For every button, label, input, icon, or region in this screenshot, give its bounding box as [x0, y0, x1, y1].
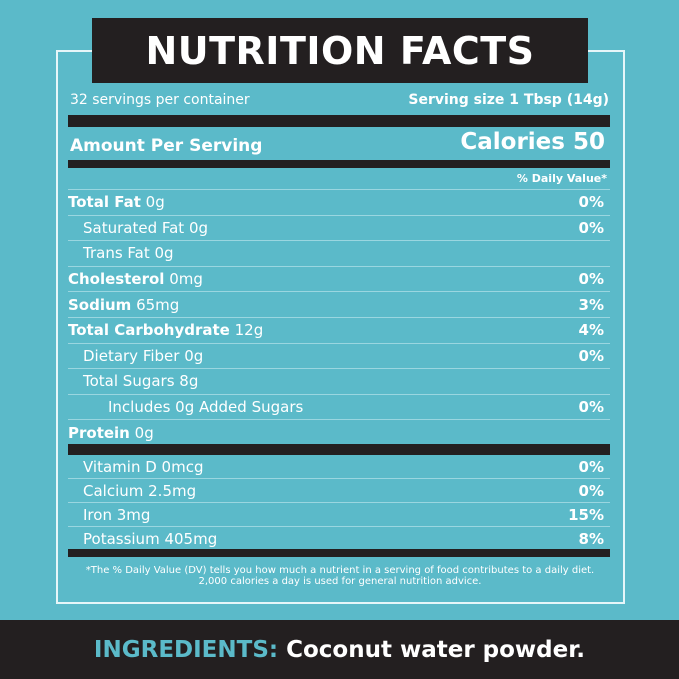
- daily-value: 0%: [578, 346, 604, 365]
- nutrient-label: Sodium 65mg: [68, 296, 179, 314]
- nutrient-label: Dietary Fiber 0g: [83, 346, 204, 365]
- nutrient-label: Protein 0g: [68, 424, 154, 442]
- vitamin-label: Iron 3mg: [83, 505, 151, 524]
- nutrient-name: Total Fat: [68, 193, 141, 212]
- nutrient-row: Includes 0g Added Sugars 0%: [68, 395, 610, 421]
- daily-value: 0%: [578, 398, 604, 417]
- nutrient-label: Total Sugars 8g: [83, 372, 199, 391]
- nutrient-label: Total Carbohydrate 12g: [68, 321, 263, 339]
- nutrient-name: Cholesterol: [68, 270, 165, 289]
- nutrient-label: Saturated Fat 0g: [83, 218, 209, 237]
- vitamin-label: Vitamin D 0mcg: [83, 457, 204, 476]
- nutrient-row: Dietary Fiber 0g 0%: [68, 344, 610, 370]
- serving-size: Serving size 1 Tbsp (14g): [408, 92, 609, 108]
- nutrient-name: Sodium: [68, 295, 132, 314]
- daily-value: 0%: [578, 270, 604, 289]
- ingredients-text: Coconut water powder.: [286, 636, 586, 663]
- nutrient-label: Total Fat 0g: [68, 193, 165, 211]
- nutrient-row: Total Sugars 8g: [68, 369, 610, 395]
- nutrient-amount: 0g: [134, 423, 154, 442]
- daily-value: 0%: [578, 218, 604, 237]
- nutrient-row: Sodium 65mg 3%: [68, 292, 610, 318]
- vitamin-row: Calcium 2.5mg 0%: [68, 479, 610, 503]
- divider-thick: [68, 160, 610, 168]
- nutrient-label: Cholesterol 0mg: [68, 270, 203, 288]
- ingredients-bar: INGREDIENTS: Coconut water powder.: [0, 620, 679, 679]
- divider-thick: [68, 115, 610, 127]
- nutrition-facts-title: NUTRITION FACTS: [92, 18, 588, 83]
- nutrient-amount: 0g: [145, 193, 165, 212]
- daily-value: 0%: [578, 481, 604, 500]
- nutrient-label: Trans Fat 0g: [83, 244, 174, 263]
- daily-value: 15%: [568, 505, 604, 524]
- divider-thick: [68, 549, 610, 557]
- footnote: *The % Daily Value (DV) tells you how mu…: [85, 565, 595, 587]
- daily-value: 0%: [578, 457, 604, 476]
- nutrient-amount: 65mg: [136, 295, 180, 314]
- ingredients-label: INGREDIENTS:: [93, 636, 279, 663]
- nutrient-name: Total Carbohydrate: [68, 321, 230, 340]
- vitamin-label: Potassium 405mg: [83, 530, 218, 548]
- nutrient-amount: 0mg: [169, 270, 203, 289]
- vitamin-row: Potassium 405mg 8%: [68, 527, 610, 551]
- vitamin-row: Vitamin D 0mcg 0%: [68, 455, 610, 479]
- daily-value: 4%: [578, 321, 604, 340]
- daily-value: 8%: [578, 530, 604, 548]
- nutrient-row: Cholesterol 0mg 0%: [68, 267, 610, 293]
- nutrient-row: Total Carbohydrate 12g 4%: [68, 318, 610, 344]
- amount-per-serving: Amount Per Serving: [70, 136, 263, 156]
- daily-value-header: % Daily Value*: [516, 172, 607, 185]
- servings-per-container: 32 servings per container: [70, 92, 250, 108]
- nutrient-name: Protein: [68, 423, 130, 442]
- nutrient-row: Total Fat 0g 0%: [68, 190, 610, 216]
- daily-value: 0%: [578, 193, 604, 212]
- nutrient-row: Protein 0g: [68, 420, 610, 446]
- nutrient-amount: 12g: [234, 321, 264, 340]
- divider-thick: [68, 444, 610, 455]
- vitamin-label: Calcium 2.5mg: [83, 481, 197, 500]
- vitamin-row: Iron 3mg 15%: [68, 503, 610, 527]
- daily-value: 3%: [578, 295, 604, 314]
- nutrient-label: Includes 0g Added Sugars: [108, 398, 304, 417]
- nutrient-row: Trans Fat 0g: [68, 241, 610, 267]
- calories: Calories 50: [460, 129, 605, 155]
- nutrient-row: Saturated Fat 0g 0%: [68, 216, 610, 242]
- divider: [68, 189, 610, 190]
